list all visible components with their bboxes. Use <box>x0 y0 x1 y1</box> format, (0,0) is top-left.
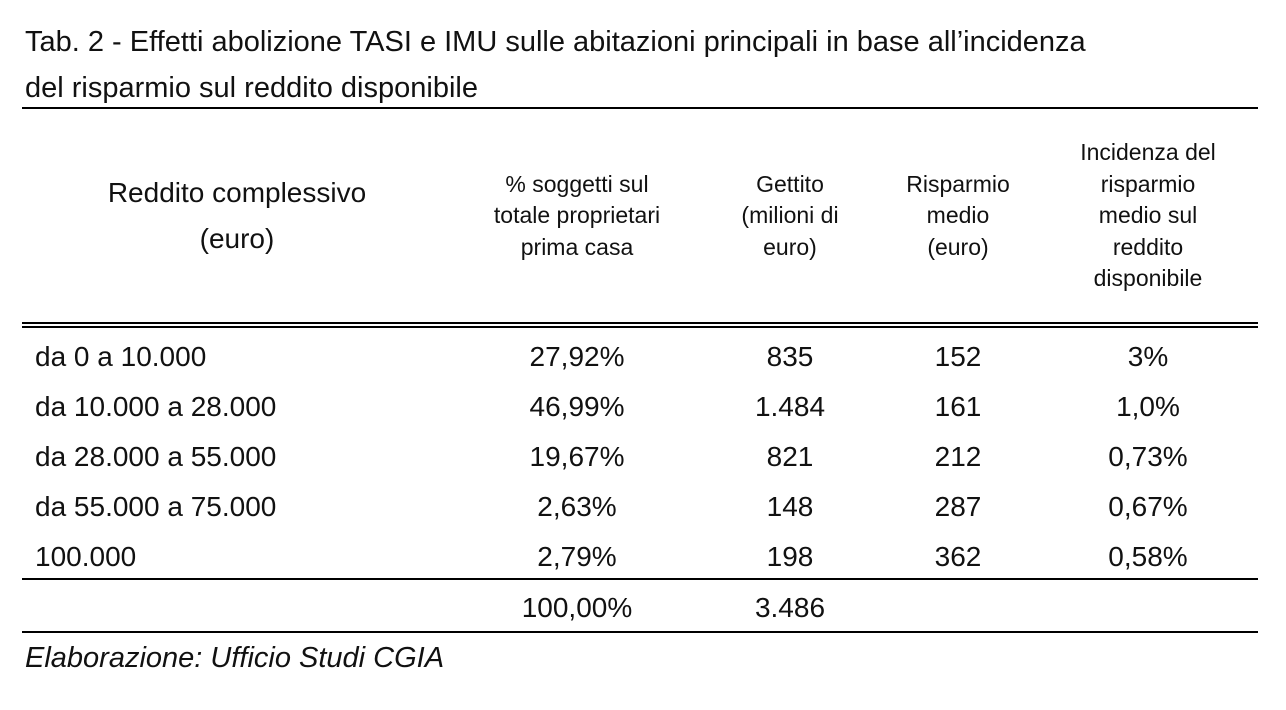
title-line: del risparmio sul reddito disponibile <box>25 72 478 104</box>
header-line: % soggetti sul <box>505 170 649 197</box>
table-cell: 3% <box>1127 341 1169 372</box>
header-line: disponibile <box>1093 265 1203 292</box>
rule <box>22 578 1258 580</box>
header-line: (euro) <box>199 223 275 254</box>
rule <box>22 326 1258 328</box>
table-cell: 212 <box>934 441 982 472</box>
total-cell: 3.486 <box>754 592 826 623</box>
table-cell: 0,73% <box>1108 441 1188 472</box>
column-header: Risparmio medio (euro) <box>883 110 1033 322</box>
header-line: prima casa <box>520 233 634 260</box>
rule <box>22 631 1258 633</box>
title-line: Tab. 2 - Effetti abolizione TASI e IMU s… <box>25 26 1086 58</box>
table-cell: 0,67% <box>1108 491 1188 522</box>
table-cell: 152 <box>934 341 982 372</box>
table-cell: da 55.000 a 75.000 <box>35 491 277 522</box>
rule <box>22 322 1258 324</box>
rule <box>22 107 1258 109</box>
table-cell: 2,79% <box>537 541 617 572</box>
column-header: % soggetti sul totale proprietari prima ca… <box>457 110 697 322</box>
column-header: Gettito (milioni di euro) <box>710 110 870 322</box>
table-cell: 100.000 <box>35 541 137 572</box>
header-line: Risparmio <box>906 170 1010 197</box>
column-header: Reddito complessivo (euro) <box>47 110 427 322</box>
table-cell: 287 <box>934 491 982 522</box>
table-cell: 1.484 <box>754 391 826 422</box>
table-cell: 362 <box>934 541 982 572</box>
header-line: medio sul <box>1098 202 1198 229</box>
header-line: (euro) <box>927 233 989 260</box>
header-line: Reddito complessivo <box>107 177 367 208</box>
table-cell: 2,63% <box>537 491 617 522</box>
column-header: Incidenza del risparmio medio sul reddito di… <box>1043 110 1253 322</box>
header-line: (milioni di <box>741 202 839 229</box>
table-cell: 46,99% <box>529 391 625 422</box>
table-cell: 27,92% <box>529 341 625 372</box>
table-cell: 821 <box>766 441 814 472</box>
table-cell: da 28.000 a 55.000 <box>35 441 277 472</box>
header-line: Incidenza del <box>1080 139 1216 166</box>
header-line: euro) <box>763 233 817 260</box>
total-cell: 100,00% <box>521 592 633 623</box>
table-cell: 835 <box>766 341 814 372</box>
source-note: Elaborazione: Ufficio Studi CGIA <box>25 642 445 674</box>
table-cell: 1,0% <box>1116 391 1180 422</box>
table-cell: da 10.000 a 28.000 <box>35 391 277 422</box>
header-line: risparmio <box>1100 170 1196 197</box>
table-cell: 19,67% <box>529 441 625 472</box>
table-cell: 161 <box>934 391 982 422</box>
table-cell: 198 <box>766 541 814 572</box>
table-cell: 148 <box>766 491 814 522</box>
table-cell: 0,58% <box>1108 541 1188 572</box>
table-cell: da 0 a 10.000 <box>35 341 207 372</box>
header-line: medio <box>926 202 990 229</box>
header-line: reddito <box>1112 233 1184 260</box>
header-line: Gettito <box>756 170 824 197</box>
header-line: totale proprietari <box>493 202 661 229</box>
